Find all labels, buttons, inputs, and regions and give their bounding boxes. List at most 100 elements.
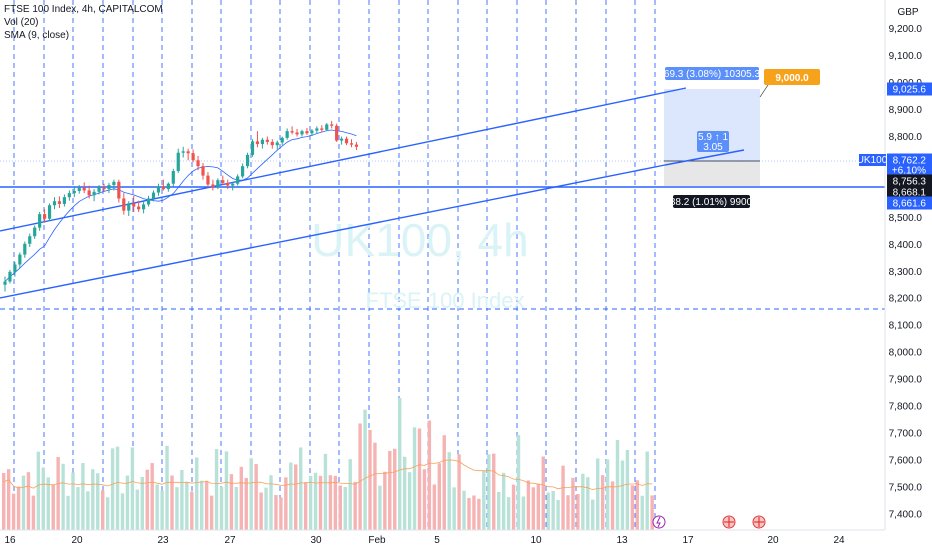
volume-bar [229,474,234,530]
volume-bar [338,485,342,530]
legend-sma[interactable]: SMA (9, close) [4,30,70,41]
volume-bar [492,453,496,530]
volume-bar [417,428,422,530]
volume-bar [71,472,75,530]
price-tag-8756: 8,756.3 [893,177,927,188]
volume-bar [353,481,357,530]
price-tick-label: 8,400.0 [889,240,923,251]
time-axis-bg [0,530,932,550]
volume-bar [333,475,338,530]
candle [97,185,101,195]
candle [87,185,91,199]
volume-bar [61,463,65,530]
candle [171,168,175,187]
candle [236,174,240,186]
long-position-tool[interactable]: 269.3 (3.08%) 10305.33 88.2 (1.01%) 9900 5… [658,67,820,208]
volume-bar [180,469,184,530]
channel-extension-line[interactable] [664,149,745,166]
volume-bar [442,435,446,530]
volume-bar [487,454,491,530]
volume-bar [101,490,105,530]
vertical-dashed-lines [13,0,656,530]
price-tick-label: 8,000.0 [889,348,923,359]
volume-bar [254,464,258,530]
volume-bar [561,465,565,530]
volume-bar [630,485,635,530]
volume-bar [125,475,130,530]
candle [146,195,151,207]
volume-bar [506,497,511,530]
candle [122,193,126,215]
channel-upper-line[interactable] [0,87,687,232]
candle [13,261,17,277]
volume-bar [249,458,253,530]
volume-bar [264,487,268,530]
candle [52,197,57,210]
volume-bar [145,469,149,530]
event-icons[interactable] [652,515,766,529]
volume-bar [150,463,154,530]
candle [206,172,210,188]
legend-symbol[interactable]: FTSE 100 Index, 4h, CAPITALCOM [4,4,163,15]
volume-bar [224,451,229,530]
time-tick-label: Feb [368,535,386,546]
candle [191,149,195,163]
volume-bar [596,458,600,530]
candle [62,194,66,207]
volume-bar [581,473,585,530]
price-tick-label: 8,500.0 [889,213,923,224]
price-tick-label: 7,400.0 [889,509,923,520]
volume-bar [605,459,610,530]
candle [102,183,106,192]
price-tick-label: 7,900.0 [889,375,923,386]
volume-bar [185,481,189,530]
target-price-tag-bg[interactable] [764,69,820,85]
price-tags: 9,025.6 8,762.2+6.10%8,756.38,668.18,661.… [857,82,932,210]
symbol-tag-bg [859,154,886,166]
target-label-bg [665,67,759,80]
candle [112,179,116,191]
candle [127,201,131,217]
trend-channel[interactable] [0,87,745,299]
volume-bar [239,466,243,530]
chart-legend: FTSE 100 Index, 4h, CAPITALCOM Vol (20) … [4,3,163,42]
price-tick-label: 8,100.0 [889,321,923,332]
time-tick-label: 23 [157,535,169,546]
candle [137,200,141,212]
volume-bar [521,496,526,530]
ratio-label-line1: 5.9 ↑ 1 [698,132,728,143]
lightning-icon[interactable] [652,515,666,529]
candle [117,179,121,203]
candle [250,139,255,157]
volume-bar [551,490,555,530]
stop-zone[interactable] [664,161,760,186]
price-tag-8668: 8,668.1 [893,188,927,199]
volume-bar [363,409,367,530]
price-tag-8661-bg [887,196,932,210]
price-tick-label: 9,100.0 [889,51,923,62]
candle [325,123,329,132]
candle [300,129,304,137]
volume-bar [586,477,590,530]
volume-bar [536,483,540,530]
time-tick-label: 13 [616,535,628,546]
candle [305,127,309,135]
volume-bars [2,398,654,530]
volume-bar [2,473,6,530]
candle [132,195,136,212]
horizontal-levels[interactable] [0,160,885,310]
volume-bar [81,463,85,530]
volume-bar [140,476,144,530]
time-axis[interactable]: 16 20 23 27 30 Feb 5 10 13 17 20 24 [4,535,845,546]
volume-bar [393,448,397,530]
volume-bar [477,498,481,530]
volume-bar [308,475,313,530]
candle [310,128,314,136]
price-tag-change: +6.10% [892,166,926,177]
price-tag-8661: 8,661.6 [893,199,927,210]
volume-bar [91,469,95,530]
volume-bar [383,471,387,530]
legend-volume[interactable]: Vol (20) [4,17,39,28]
channel-lower-line[interactable] [0,164,666,299]
